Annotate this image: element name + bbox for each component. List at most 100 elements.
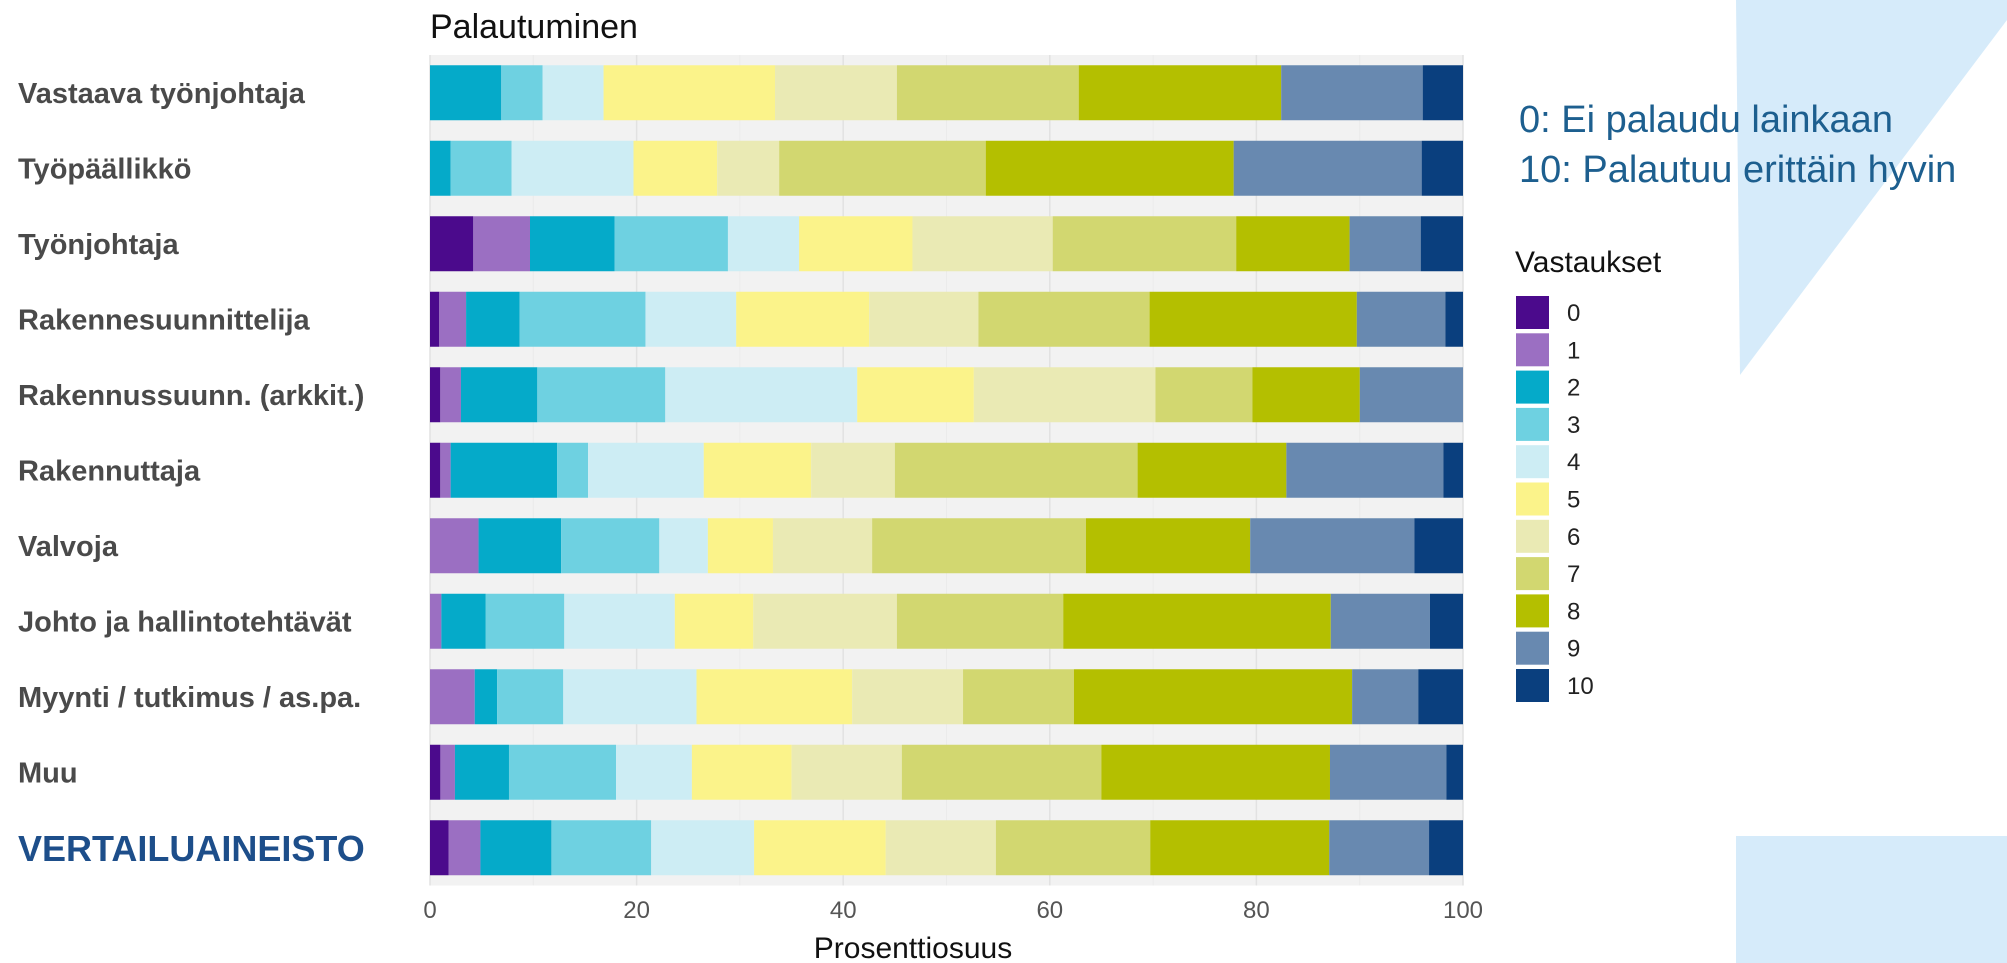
legend-swatch-5 (1516, 482, 1549, 516)
bar-segment-työpäällikkö-9 (1233, 140, 1422, 196)
bars-group (430, 65, 1463, 876)
bar-segment-valvoja-5 (707, 518, 773, 574)
bar-segment-johto-ja-hallintotehtävät-9 (1330, 593, 1430, 649)
bar-segment-myynti-tutkimus-as-pa-2 (474, 669, 498, 725)
bar-segment-rakennussuunn-arkkit-5 (857, 367, 974, 423)
bar-segment-rakennesuunnittelija-8 (1149, 291, 1357, 347)
bar-segment-rakennuttaja-9 (1286, 442, 1444, 498)
bar-segment-rakennussuunn-arkkit-4 (665, 367, 858, 423)
bar-row-työnjohtaja (430, 216, 1463, 272)
bar-segment-vastaava-työnjohtaja-5 (603, 65, 776, 121)
scale-notes: 0: Ei palaudu lainkaan 10: Palautuu erit… (1519, 99, 1956, 191)
bar-segment-työpäällikkö-5 (633, 140, 718, 196)
bar-segment-valvoja-9 (1250, 518, 1415, 574)
bar-segment-johto-ja-hallintotehtävät-1 (430, 593, 442, 649)
bar-segment-muu-5 (691, 744, 792, 800)
x-tick-label-20: 20 (623, 897, 650, 924)
bar-row-työpäällikkö (430, 140, 1463, 196)
bar-segment-valvoja-8 (1085, 518, 1251, 574)
bar-segment-rakennuttaja-0 (430, 442, 441, 498)
legend-swatch-10 (1516, 669, 1549, 702)
bar-segment-rakennussuunn-arkkit-7 (1155, 367, 1253, 423)
legend-swatch-3 (1516, 407, 1549, 441)
bar-segment-valvoja-2 (478, 518, 562, 574)
x-tick-labels: 0 20 40 60 80 100 (423, 897, 1483, 924)
x-axis-title: Prosenttiosuus (814, 932, 1012, 963)
bar-segment-rakennuttaja-6 (811, 442, 895, 498)
bar-segment-työnjohtaja-2 (530, 216, 615, 272)
bar-segment-myynti-tutkimus-as-pa-10 (1418, 669, 1463, 725)
bar-row-vastaava-työnjohtaja (430, 65, 1463, 121)
bar-row-rakennussuunn-arkkit (430, 367, 1463, 423)
chart-title: Palautuminen (430, 8, 638, 46)
bar-segment-rakennuttaja-1 (440, 442, 451, 498)
legend-label-0: 0 (1567, 300, 1580, 327)
x-tick-label-0: 0 (423, 897, 436, 924)
bar-segment-rakennesuunnittelija-0 (430, 291, 440, 347)
bar-segment-vertailuaineisto-3 (551, 820, 652, 876)
x-tick-label-80: 80 (1243, 897, 1270, 924)
legend-label-9: 9 (1567, 636, 1580, 663)
bar-segment-rakennesuunnittelija-9 (1356, 291, 1446, 347)
bar-row-valvoja (430, 518, 1463, 574)
legend-label-7: 7 (1567, 561, 1580, 588)
bar-segment-vertailuaineisto-9 (1329, 820, 1430, 876)
bar-segment-vastaava-työnjohtaja-6 (775, 65, 897, 121)
bar-segment-muu-4 (616, 744, 692, 800)
bar-segment-rakennesuunnittelija-6 (869, 291, 979, 347)
bar-segment-työpäällikkö-10 (1421, 140, 1463, 196)
bar-segment-myynti-tutkimus-as-pa-5 (696, 669, 853, 725)
bar-segment-johto-ja-hallintotehtävät-8 (1063, 593, 1331, 649)
x-tick-label-40: 40 (830, 897, 857, 924)
bar-segment-vastaava-työnjohtaja-10 (1422, 65, 1463, 121)
bar-segment-vastaava-työnjohtaja-4 (542, 65, 604, 121)
bar-segment-valvoja-3 (561, 518, 660, 574)
bar-segment-vastaava-työnjohtaja-8 (1078, 65, 1282, 121)
bar-segment-työnjohtaja-9 (1349, 216, 1421, 272)
bar-segment-myynti-tutkimus-as-pa-9 (1352, 669, 1419, 725)
top-right-decor-shape (1736, 0, 2007, 375)
bar-segment-muu-1 (440, 744, 455, 800)
bar-segment-työnjohtaja-7 (1052, 216, 1237, 272)
bar-segment-työnjohtaja-5 (799, 216, 913, 272)
bar-segment-työnjohtaja-10 (1420, 216, 1463, 272)
bar-segment-rakennesuunnittelija-7 (978, 291, 1150, 347)
legend-label-10: 10 (1567, 673, 1594, 700)
bar-segment-vertailuaineisto-8 (1150, 820, 1330, 876)
bar-segment-vastaava-työnjohtaja-3 (501, 65, 543, 121)
bar-segment-johto-ja-hallintotehtävät-4 (564, 593, 675, 649)
legend-items: 0 1 2 3 4 5 6 7 8 9 10 (1516, 296, 1594, 702)
bar-segment-työpäällikkö-3 (450, 140, 512, 196)
legend-swatch-7 (1516, 557, 1549, 591)
bar-segment-johto-ja-hallintotehtävät-5 (674, 593, 754, 649)
bar-segment-rakennussuunn-arkkit-2 (460, 367, 538, 423)
scale-note-max: 10: Palautuu erittäin hyvin (1519, 149, 1956, 191)
bar-segment-työnjohtaja-0 (430, 216, 474, 272)
category-label-rakennussuunn-arkkit: Rakennussuunn. (arkkit.) (18, 380, 364, 412)
legend-label-4: 4 (1567, 449, 1580, 476)
bar-segment-valvoja-4 (659, 518, 708, 574)
bar-segment-rakennuttaja-8 (1137, 442, 1287, 498)
bar-segment-rakennuttaja-4 (588, 442, 704, 498)
bar-segment-työpäällikkö-2 (430, 140, 451, 196)
category-label-työpäällikkö: Työpäällikkö (18, 153, 192, 185)
bar-segment-muu-2 (454, 744, 509, 800)
category-label-muu: Muu (18, 757, 78, 789)
bar-segment-rakennuttaja-2 (450, 442, 558, 498)
bar-segment-myynti-tutkimus-as-pa-8 (1073, 669, 1353, 725)
category-label-vastaava-työnjohtaja: Vastaava työnjohtaja (18, 78, 306, 110)
bar-segment-työpäällikkö-6 (717, 140, 780, 196)
bar-segment-myynti-tutkimus-as-pa-3 (497, 669, 564, 725)
bar-segment-myynti-tutkimus-as-pa-7 (963, 669, 1074, 725)
legend-swatch-0 (1516, 296, 1549, 329)
bar-segment-rakennuttaja-3 (557, 442, 589, 498)
bar-row-johto-ja-hallintotehtävät (430, 593, 1463, 649)
bar-segment-muu-8 (1101, 744, 1330, 800)
bar-segment-vastaava-työnjohtaja-7 (896, 65, 1079, 121)
legend-swatch-9 (1516, 631, 1549, 665)
bar-segment-johto-ja-hallintotehtävät-10 (1429, 593, 1463, 649)
bar-segment-rakennussuunn-arkkit-6 (973, 367, 1156, 423)
category-label-rakennesuunnittelija: Rakennesuunnittelija (18, 304, 311, 336)
